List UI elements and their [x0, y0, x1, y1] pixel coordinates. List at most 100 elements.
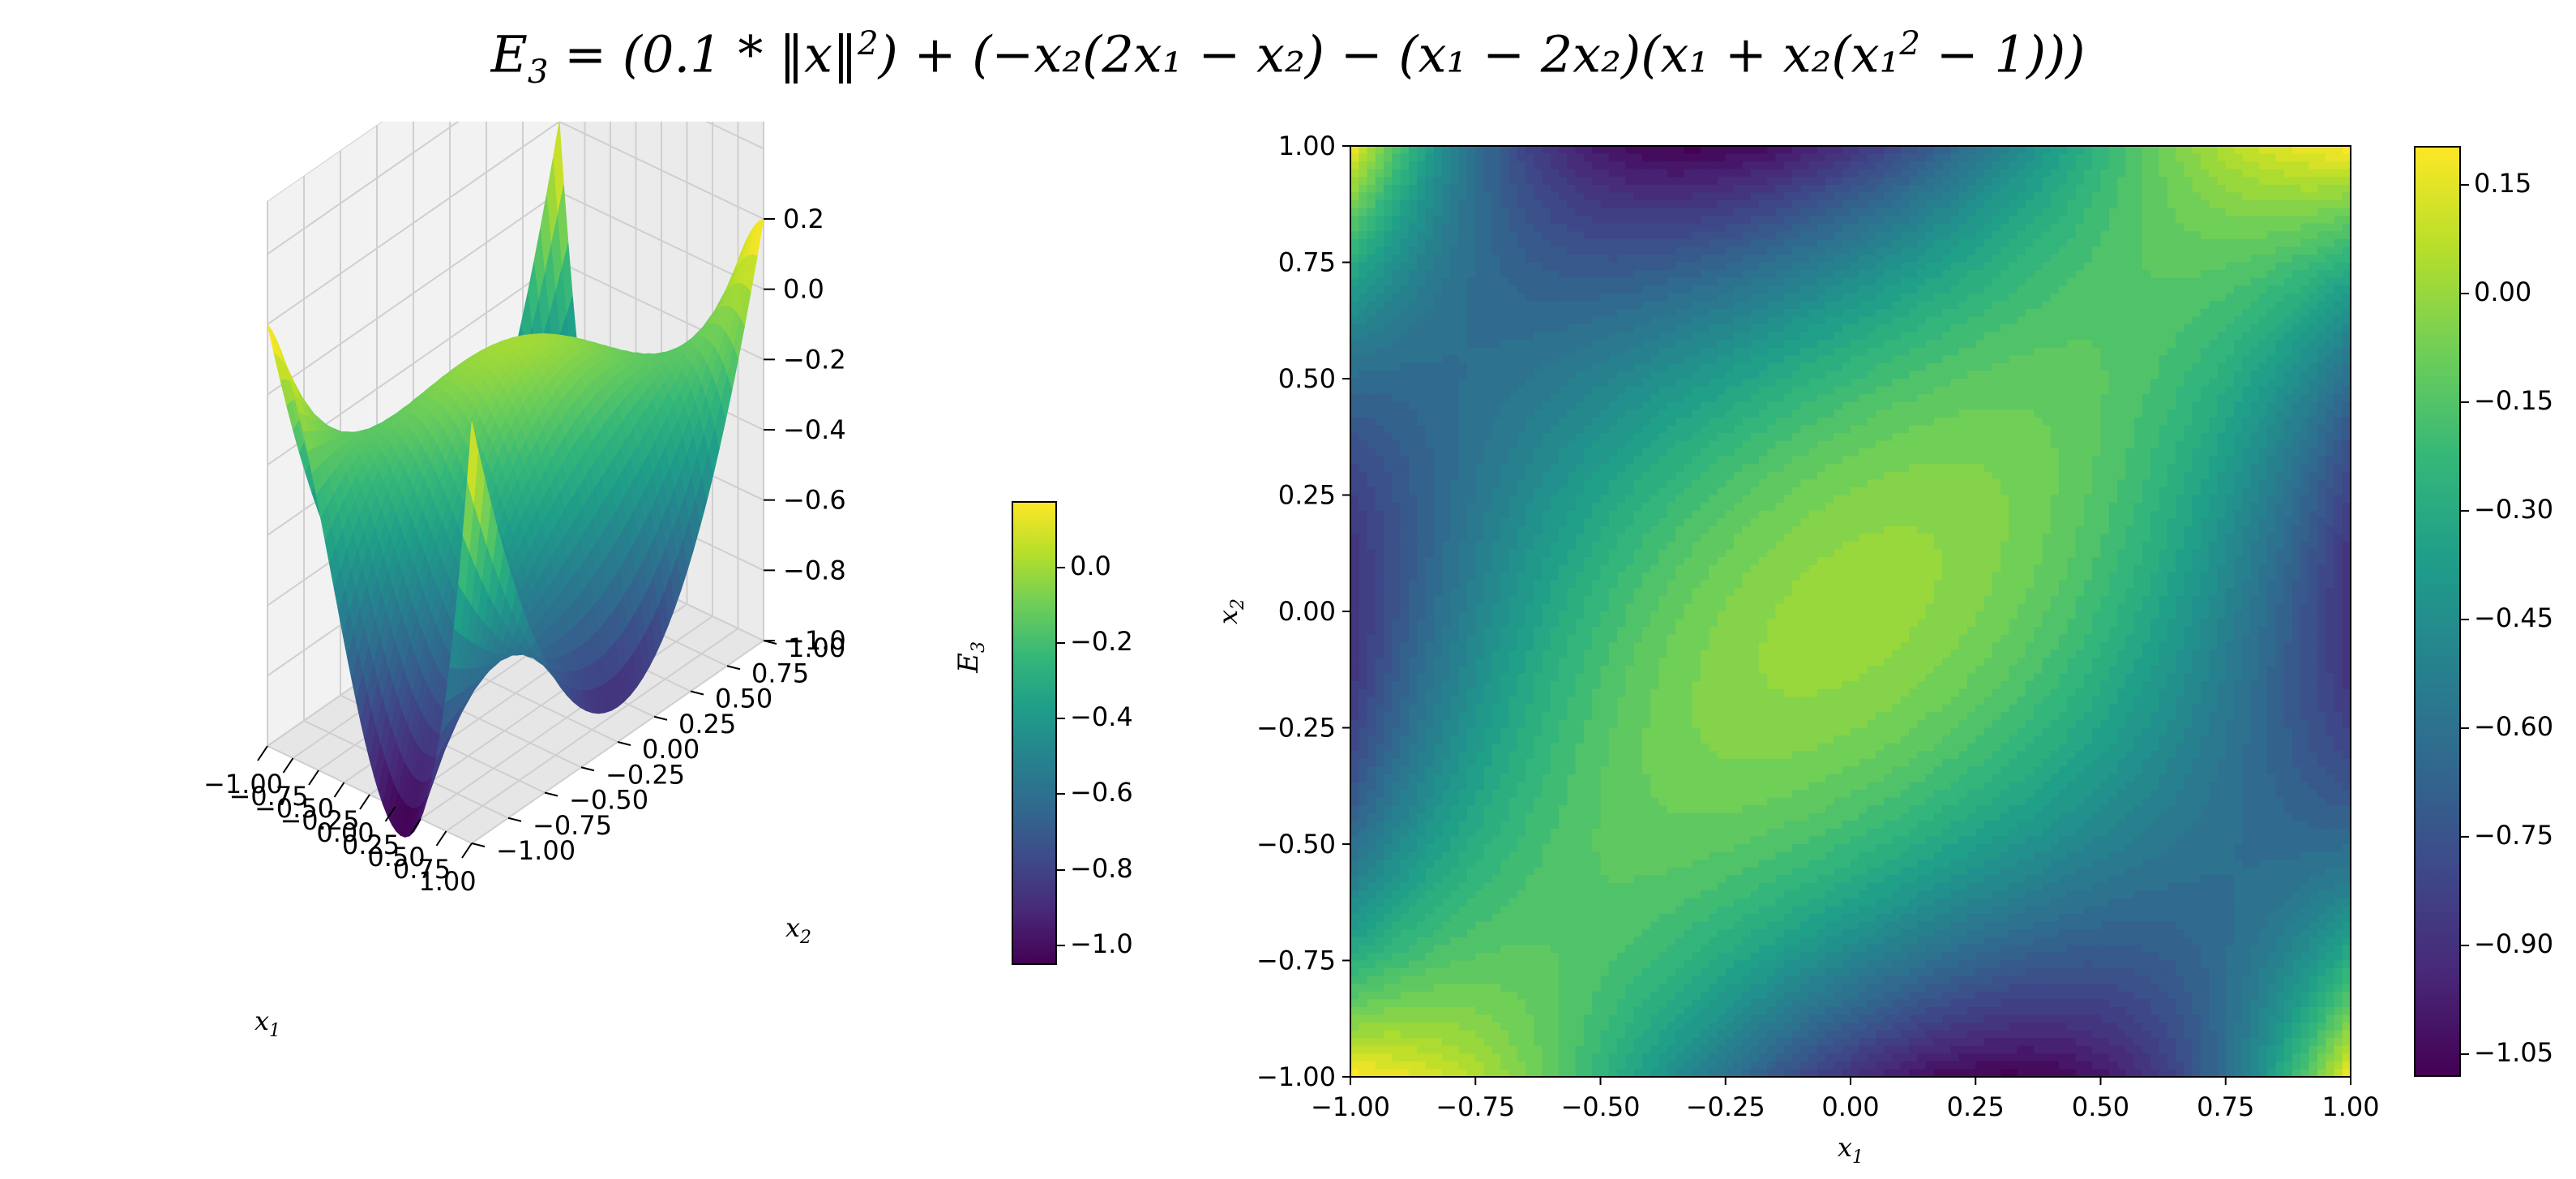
- contour-cell: [1433, 580, 1443, 590]
- contour-cell: [1408, 208, 1419, 217]
- contour-cell: [1534, 464, 1543, 473]
- contour-cell: [1534, 882, 1543, 892]
- contour-cell: [1450, 285, 1460, 294]
- contour-cell: [1392, 425, 1401, 434]
- contour-cell: [1375, 790, 1384, 799]
- contour-cell: [1500, 161, 1510, 170]
- contour-cell: [1400, 371, 1410, 379]
- contour-cell: [1359, 999, 1368, 1008]
- contour-cell: [1450, 223, 1460, 233]
- contour-cell: [1384, 379, 1393, 388]
- contour-cell: [1400, 223, 1410, 233]
- contour-cell: [1375, 828, 1384, 838]
- contour-cell: [1491, 867, 1501, 877]
- contour-cell: [1375, 518, 1384, 527]
- contour-cell: [1450, 479, 1460, 488]
- contour-cell: [1375, 634, 1384, 644]
- contour-cell: [1458, 844, 1468, 853]
- contour-cell: [1375, 665, 1384, 675]
- contour-cell: [1491, 199, 1501, 209]
- contour-cell: [1384, 580, 1393, 590]
- contour-cell: [1442, 875, 1452, 884]
- contour-cell: [1425, 340, 1435, 349]
- contour-cell: [1350, 914, 1360, 923]
- contour-cell: [1400, 146, 1410, 155]
- contour-cell: [1500, 355, 1510, 364]
- contour-cell: [1534, 270, 1543, 279]
- contour-cell: [1442, 277, 1452, 286]
- contour-cell: [1400, 875, 1410, 884]
- contour-cell: [1408, 805, 1419, 814]
- contour-cell: [1425, 805, 1435, 814]
- contour-cell: [1450, 1006, 1460, 1016]
- contour-cell: [1500, 882, 1510, 892]
- contour-cell: [1534, 805, 1543, 814]
- contour-cell: [1350, 285, 1360, 294]
- y-tick-label: −1.00: [496, 835, 576, 866]
- contour-cell: [1450, 564, 1460, 573]
- contour-cell: [1500, 456, 1510, 465]
- contour-cell: [1525, 611, 1535, 620]
- contour-cell: [1384, 1061, 1393, 1070]
- contour-cell: [1400, 851, 1410, 860]
- contour-cell: [1525, 751, 1535, 760]
- contour-cell: [1475, 254, 1485, 264]
- contour-cell: [1466, 782, 1477, 791]
- contour-cell: [1433, 929, 1443, 938]
- contour-cell: [1534, 619, 1543, 628]
- contour-cell: [1384, 673, 1393, 682]
- contour-cell: [1466, 534, 1477, 542]
- contour-cell: [1525, 285, 1535, 294]
- contour-cell: [1408, 751, 1419, 760]
- contour-cell: [1417, 347, 1427, 357]
- contour-cell: [1508, 758, 1518, 768]
- contour-cell: [1425, 371, 1435, 379]
- contour-cell: [1475, 572, 1485, 581]
- contour-cell: [1450, 619, 1460, 628]
- contour-cell: [1508, 277, 1518, 286]
- contour-cell: [1375, 262, 1384, 271]
- contour-cell: [1450, 417, 1460, 427]
- contour-cell: [1450, 960, 1460, 969]
- contour-cell: [1367, 860, 1376, 868]
- contour-cell: [1483, 782, 1493, 791]
- contour-cell: [1466, 743, 1477, 752]
- contour-cell: [1500, 658, 1510, 667]
- contour-cell: [1400, 270, 1410, 279]
- contour-cell: [1367, 580, 1376, 590]
- contour-cell: [1517, 836, 1526, 845]
- contour-cell: [1375, 379, 1384, 388]
- contour-cell: [1417, 238, 1427, 248]
- contour-cell: [1350, 464, 1360, 473]
- contour-cell: [1359, 882, 1368, 892]
- contour-cell: [1417, 503, 1427, 512]
- contour-cell: [1375, 534, 1384, 542]
- contour-cell: [1491, 588, 1501, 597]
- contour-cell: [1384, 340, 1393, 349]
- contour-cell: [1433, 875, 1443, 884]
- contour-cell: [1367, 673, 1376, 682]
- contour-cell: [1408, 774, 1419, 783]
- contour-cell: [1417, 836, 1427, 845]
- contour-cell: [1517, 425, 1526, 434]
- contour-cell: [1400, 417, 1410, 427]
- contour-cell: [1458, 308, 1468, 318]
- contour-cell: [1367, 510, 1376, 519]
- contour-cell: [1384, 1023, 1393, 1031]
- contour-cell: [1433, 448, 1443, 457]
- contour-cell: [1491, 487, 1501, 496]
- contour-cell: [1466, 371, 1477, 379]
- contour-cell: [1433, 975, 1443, 984]
- contour-cell: [1367, 712, 1376, 721]
- contour-cell: [1508, 712, 1518, 721]
- contour-cell: [1475, 665, 1485, 675]
- contour-cell: [1392, 984, 1401, 993]
- contour-cell: [1450, 658, 1460, 667]
- contour-cell: [1400, 797, 1410, 806]
- contour-cell: [1442, 409, 1452, 418]
- contour-cell: [1458, 1030, 1468, 1039]
- contour-cell: [1417, 293, 1427, 302]
- contour-cell: [1525, 882, 1535, 892]
- contour-cell: [1350, 401, 1360, 411]
- contour-cell: [1392, 836, 1401, 845]
